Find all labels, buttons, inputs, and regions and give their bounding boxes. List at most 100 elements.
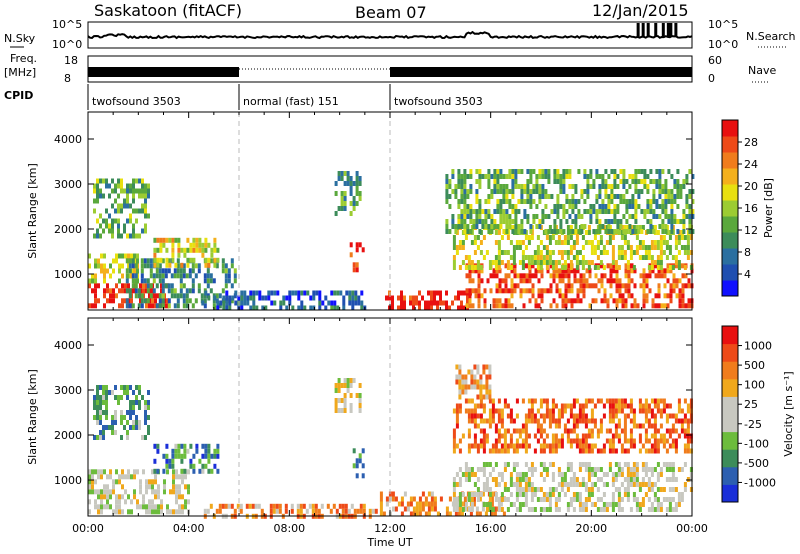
range-cell (630, 278, 634, 284)
range-cell (465, 303, 469, 309)
range-cell (141, 203, 144, 209)
range-cell (481, 491, 485, 497)
range-cell (188, 273, 192, 279)
range-cell (175, 499, 178, 505)
range-cell (670, 189, 674, 194)
range-cell (499, 219, 503, 224)
range-cell (479, 443, 483, 449)
range-cell (409, 511, 413, 517)
range-cell (94, 303, 97, 309)
range-cell (595, 229, 599, 234)
range-cell (584, 497, 588, 502)
range-cell (403, 295, 406, 301)
range-cell (121, 509, 124, 515)
range-cell (632, 462, 636, 467)
range-cell (136, 253, 139, 259)
range-cell (475, 224, 479, 229)
range-cell (683, 418, 687, 424)
range-cell (645, 283, 649, 289)
range-cell (300, 305, 304, 311)
range-cell (590, 408, 594, 414)
range-cell (267, 295, 271, 301)
range-cell (120, 395, 123, 400)
range-cell (213, 463, 217, 469)
range-cell (197, 268, 201, 274)
range-cell (515, 428, 519, 434)
range-cell (516, 283, 520, 289)
range-cell (576, 288, 580, 294)
range-cell (111, 223, 114, 229)
range-cell (478, 209, 482, 214)
range-cell (524, 245, 528, 250)
range-cell (656, 507, 660, 512)
range-cell (524, 418, 528, 424)
range-cell (132, 223, 135, 229)
range-cell (245, 503, 249, 509)
range-cell (637, 179, 641, 184)
range-cell (180, 453, 184, 459)
range-cell (509, 438, 513, 444)
range-cell (566, 467, 570, 472)
range-cell (495, 283, 499, 289)
range-cell (620, 467, 624, 472)
range-cell (189, 242, 193, 248)
range-cell (584, 482, 588, 487)
range-cell (194, 263, 198, 269)
colorbar-tick-label: -25 (744, 418, 762, 431)
range-cell (643, 174, 647, 179)
range-cell (352, 378, 356, 383)
range-cell (344, 508, 348, 514)
range-cell (224, 273, 228, 279)
range-cell (147, 400, 150, 405)
range-cell (162, 242, 166, 248)
range-cell (467, 477, 471, 482)
range-cell (527, 413, 531, 419)
range-cell (512, 418, 516, 424)
range-cell (494, 497, 498, 502)
range-cell (96, 198, 99, 204)
range-cell (469, 219, 473, 224)
range-cell (611, 433, 615, 439)
range-cell (626, 260, 630, 265)
range-cell (659, 487, 663, 492)
range-cell (305, 508, 309, 514)
colorbar-tick-label: 24 (744, 158, 758, 171)
range-cell (178, 494, 181, 500)
range-cell (506, 235, 510, 240)
range-cell (403, 506, 407, 512)
range-cell (463, 305, 466, 311)
range-cell (575, 250, 579, 255)
range-cell (415, 501, 419, 507)
range-cell (590, 260, 594, 265)
range-cell (647, 448, 651, 454)
range-cell (464, 374, 468, 380)
range-cell (606, 263, 610, 269)
range-cell (439, 496, 443, 502)
range-cell (491, 507, 495, 512)
colorbar-swatch (722, 216, 738, 233)
range-cell (475, 194, 479, 199)
range-cell (109, 504, 112, 510)
range-cell (93, 208, 96, 214)
range-cell (299, 503, 303, 509)
range-cell (623, 433, 627, 439)
range-cell (641, 225, 645, 230)
range-cell (557, 250, 561, 255)
range-cell (663, 293, 667, 299)
range-cell (554, 240, 558, 245)
range-cell (577, 209, 581, 214)
range-cell (153, 257, 157, 263)
range-cell (463, 194, 467, 199)
range-cell (521, 398, 525, 404)
range-cell (96, 395, 99, 400)
range-cell (102, 390, 105, 395)
range-cell (511, 184, 515, 189)
range-cell (158, 268, 162, 274)
range-cell (497, 398, 501, 404)
range-cell (562, 214, 566, 219)
y-tick-label: 1000 (54, 474, 82, 487)
range-cell (676, 169, 680, 174)
range-cell (463, 219, 467, 224)
range-cell (689, 467, 693, 472)
